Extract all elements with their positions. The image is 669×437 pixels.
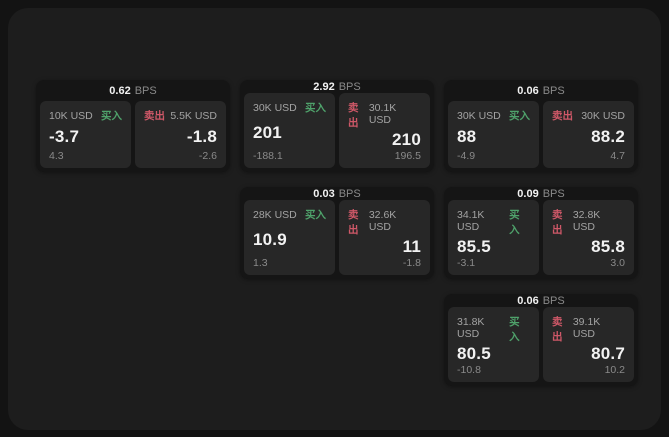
spread-value: 0.62 <box>109 84 131 97</box>
sell-label: 卖出 <box>348 209 359 236</box>
buy-panel[interactable]: 30K USD 买入 201 -188.1 <box>244 93 335 168</box>
sell-amount: 32.8K USD <box>572 209 601 233</box>
buy-panel[interactable]: 30K USD 买入 88 -4.9 <box>448 101 539 168</box>
sell-amount: 32.6K USD <box>368 209 397 233</box>
sell-amount: 30.1K USD <box>368 102 397 126</box>
buy-amount: 30K USD <box>253 102 297 114</box>
sell-panel[interactable]: 卖出 30K USD 88.2 4.7 <box>543 101 634 168</box>
buy-amount: 34.1K USD <box>457 209 485 233</box>
buy-price: 10.9 <box>253 229 287 249</box>
spread-value: 2.92 <box>313 80 335 93</box>
sell-panel[interactable]: 卖出 32.6K USD 11 -1.8 <box>339 200 430 275</box>
buy-label: 买入 <box>305 209 326 221</box>
spread-header: 0.09 BPS <box>448 187 634 200</box>
spread-unit: BPS <box>134 84 157 97</box>
sell-label: 卖出 <box>144 110 165 122</box>
spread-value: 0.06 <box>517 294 539 307</box>
spread-header: 0.06 BPS <box>448 80 634 101</box>
sell-label: 卖出 <box>348 102 359 129</box>
sell-subvalue: -1.8 <box>402 257 421 269</box>
spread-header: 0.03 BPS <box>244 187 430 200</box>
spread-unit: BPS <box>338 80 361 93</box>
spread-unit: BPS <box>542 294 565 307</box>
sell-price: -1.8 <box>186 126 217 146</box>
quote-card: 0.62 BPS 10K USD 买入 -3.7 4.3 卖出 5.5K USD <box>36 80 230 172</box>
sell-label: 卖出 <box>552 209 563 236</box>
spread-header: 2.92 BPS <box>244 80 430 93</box>
buy-price: 88 <box>457 126 477 146</box>
quote-card: 0.06 BPS 30K USD 买入 88 -4.9 卖出 30K USD <box>444 80 638 172</box>
sell-price: 80.7 <box>591 344 625 363</box>
buy-label: 买入 <box>509 316 520 343</box>
quote-card: 2.92 BPS 30K USD 买入 201 -188.1 卖出 30.1K … <box>240 80 434 172</box>
buy-label: 买入 <box>509 110 530 122</box>
buy-subvalue: -4.9 <box>457 150 476 162</box>
sell-price: 210 <box>392 130 421 149</box>
sell-panel[interactable]: 卖出 5.5K USD -1.8 -2.6 <box>135 101 226 168</box>
buy-label: 买入 <box>305 102 326 114</box>
sell-panel[interactable]: 卖出 30.1K USD 210 196.5 <box>339 93 430 168</box>
buy-amount: 31.8K USD <box>457 316 485 340</box>
app-window: 0.62 BPS 10K USD 买入 -3.7 4.3 卖出 5.5K USD <box>8 8 661 430</box>
spread-unit: BPS <box>542 187 565 200</box>
buy-price: 201 <box>253 122 282 142</box>
buy-label: 买入 <box>101 110 122 122</box>
spread-value: 0.09 <box>517 187 539 200</box>
buy-label: 买入 <box>509 209 520 236</box>
buy-panel[interactable]: 10K USD 买入 -3.7 4.3 <box>40 101 131 168</box>
sell-amount: 39.1K USD <box>572 316 601 340</box>
sell-amount: 5.5K USD <box>170 110 217 122</box>
sell-price: 85.8 <box>591 237 625 256</box>
buy-price: 85.5 <box>457 237 491 256</box>
sell-panel[interactable]: 卖出 39.1K USD 80.7 10.2 <box>543 307 634 382</box>
buy-subvalue: 1.3 <box>253 257 268 269</box>
sell-amount: 30K USD <box>581 110 625 122</box>
buy-subvalue: -3.1 <box>457 257 476 269</box>
sell-label: 卖出 <box>552 316 563 343</box>
spread-header: 0.06 BPS <box>448 294 634 307</box>
buy-price: -3.7 <box>49 126 80 146</box>
spread-header: 0.62 BPS <box>40 80 226 101</box>
sell-label: 卖出 <box>552 110 573 122</box>
sell-price: 11 <box>402 237 421 256</box>
sell-panel[interactable]: 卖出 32.8K USD 85.8 3.0 <box>543 200 634 275</box>
sell-subvalue: 3.0 <box>610 257 625 269</box>
buy-amount: 30K USD <box>457 110 501 122</box>
quote-card: 0.09 BPS 34.1K USD 买入 85.5 -3.1 卖出 32.8K… <box>444 187 638 279</box>
sell-subvalue: 4.7 <box>610 150 625 162</box>
buy-panel[interactable]: 34.1K USD 买入 85.5 -3.1 <box>448 200 539 275</box>
spread-value: 0.06 <box>517 84 539 97</box>
sell-price: 88.2 <box>591 126 625 146</box>
buy-panel[interactable]: 31.8K USD 买入 80.5 -10.8 <box>448 307 539 382</box>
quote-grid: 0.62 BPS 10K USD 买入 -3.7 4.3 卖出 5.5K USD <box>36 80 638 386</box>
buy-amount: 28K USD <box>253 209 297 221</box>
sell-subvalue: 10.2 <box>604 364 625 376</box>
buy-subvalue: 4.3 <box>49 150 64 162</box>
spread-unit: BPS <box>338 187 361 200</box>
quote-card: 0.03 BPS 28K USD 买入 10.9 1.3 卖出 32.6K US… <box>240 187 434 279</box>
quote-card: 0.06 BPS 31.8K USD 买入 80.5 -10.8 卖出 39.1… <box>444 294 638 386</box>
sell-subvalue: 196.5 <box>394 150 421 162</box>
buy-subvalue: -188.1 <box>253 150 283 162</box>
sell-subvalue: -2.6 <box>198 150 217 162</box>
spread-value: 0.03 <box>313 187 335 200</box>
buy-panel[interactable]: 28K USD 买入 10.9 1.3 <box>244 200 335 275</box>
buy-price: 80.5 <box>457 344 491 363</box>
buy-amount: 10K USD <box>49 110 93 122</box>
spread-unit: BPS <box>542 84 565 97</box>
buy-subvalue: -10.8 <box>457 364 481 376</box>
